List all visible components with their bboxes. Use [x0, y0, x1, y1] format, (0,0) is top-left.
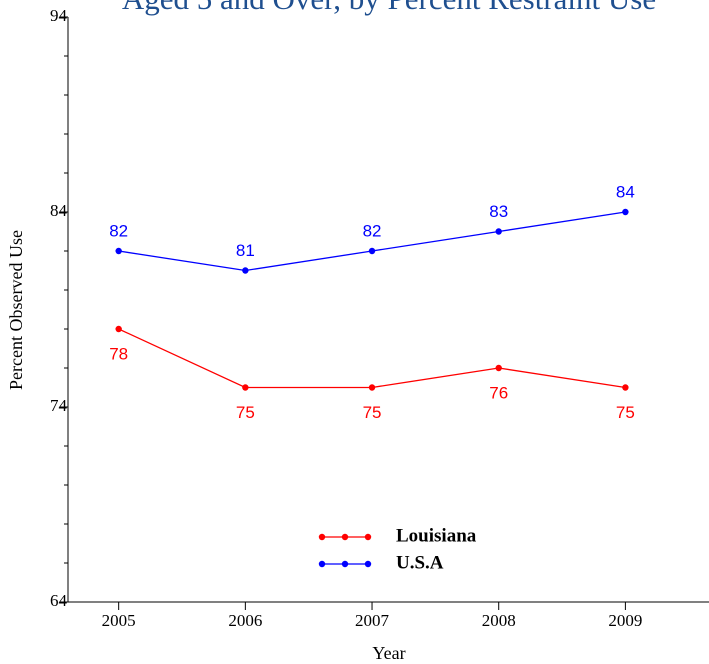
x-tick-label: 2008 — [482, 611, 516, 630]
data-point — [242, 267, 249, 274]
data-label: 81 — [236, 241, 255, 260]
data-point — [622, 384, 629, 391]
data-point — [622, 208, 629, 216]
data-point — [368, 384, 376, 391]
legend-label: U.S.A — [396, 552, 444, 573]
legend-marker — [364, 560, 372, 568]
y-tick-label: 94 — [50, 6, 68, 25]
data-label: 82 — [109, 221, 128, 240]
data-label: 78 — [109, 344, 128, 363]
x-tick-label: 2006 — [228, 611, 262, 630]
y-axis-label: Percent Observed Use — [6, 230, 26, 390]
x-tick-label: 2009 — [608, 611, 642, 630]
data-label: 75 — [616, 403, 635, 422]
y-tick-label: 84 — [50, 201, 68, 220]
data-point — [115, 247, 122, 255]
legend-marker — [341, 533, 349, 541]
x-axis-label: Year — [372, 643, 405, 663]
data-point — [115, 325, 122, 333]
data-label: 83 — [489, 202, 508, 221]
data-point — [368, 247, 376, 255]
legend-marker — [364, 533, 372, 541]
data-point — [242, 384, 249, 391]
legend-marker — [318, 533, 326, 541]
data-point — [495, 364, 502, 372]
data-point — [495, 228, 502, 235]
legend-marker — [341, 560, 349, 568]
data-label: 75 — [236, 403, 255, 422]
data-label: 82 — [363, 221, 382, 240]
data-label: 84 — [616, 182, 635, 201]
data-label: 76 — [489, 383, 508, 402]
x-tick-label: 2005 — [102, 611, 136, 630]
series-line — [118, 328, 626, 389]
y-tick-label: 64 — [50, 591, 68, 610]
legend-marker — [318, 560, 326, 568]
x-tick-label: 2007 — [355, 611, 390, 630]
legend-label: Louisiana — [396, 525, 477, 546]
chart-title: Aged 5 and Over, by Percent Restraint Us… — [122, 0, 656, 16]
data-label: 75 — [363, 403, 382, 422]
y-tick-label: 74 — [50, 396, 68, 415]
